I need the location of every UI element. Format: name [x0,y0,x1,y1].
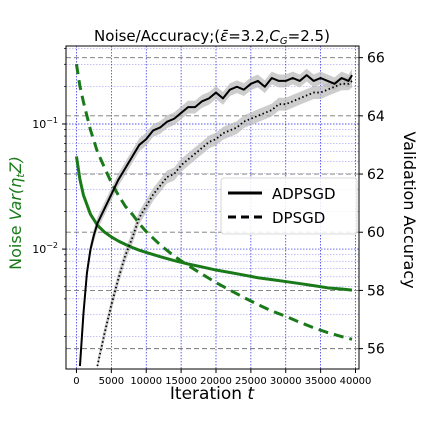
series-line-dpsgd-accuracy [96,80,353,367]
y-right-tick-label-5: 66 [367,51,385,67]
x-axis-label: Iteration t [170,384,256,404]
y-left-axis-ticks: 10−2 10−1 [32,48,66,337]
legend-label-dpsgd: DPSGD [272,209,325,227]
series-line-adpsgd-accuracy [78,74,353,367]
y-left-tick-label-1: 10−1 [32,116,58,131]
y-right-tick-label-3: 62 [367,167,385,183]
x-tick-label-2: 10000 [130,376,162,387]
y-right-tick-label-1: 58 [367,283,385,299]
x-tick-label-8: 40000 [340,376,372,387]
y-right-tick-label-2: 60 [367,225,385,241]
series-line-adpsgd-noise [74,156,353,292]
legend: ADPSGD DPSGD [220,177,358,235]
plot-frame [65,45,360,370]
y-right-tick-label-0: 56 [367,342,385,358]
x-tick-label-1: 5000 [99,376,124,387]
y-right-axis-ticks: 56 58 60 62 64 66 [359,51,385,358]
x-tick-label-5: 25000 [235,376,267,387]
y-right-tick-label-4: 64 [367,109,385,125]
y-right-axis-label: Validation Accuracy [400,131,419,288]
chart-title: Noise/Accuracy;(ε̄=3.2,CG=2.5) [94,27,330,47]
x-axis-ticks: 0 5000 10000 15000 20000 25000 30000 35000 40000 [73,369,371,387]
x-tick-label-7: 35000 [305,376,337,387]
y-left-tick-label-0: 10−2 [32,241,58,256]
x-tick-label-0: 0 [73,376,79,387]
grid [66,46,359,369]
legend-label-adpsgd: ADPSGD [272,185,336,203]
series-line-dpsgd-noise [74,64,353,341]
plot-border [65,45,360,370]
series-lines [74,64,353,367]
y-left-axis-label: Noise Var(ηtZ) [6,156,27,270]
x-tick-label-6: 30000 [270,376,302,387]
x-tick-label-4: 20000 [200,376,232,387]
x-tick-label-3: 15000 [165,376,197,387]
